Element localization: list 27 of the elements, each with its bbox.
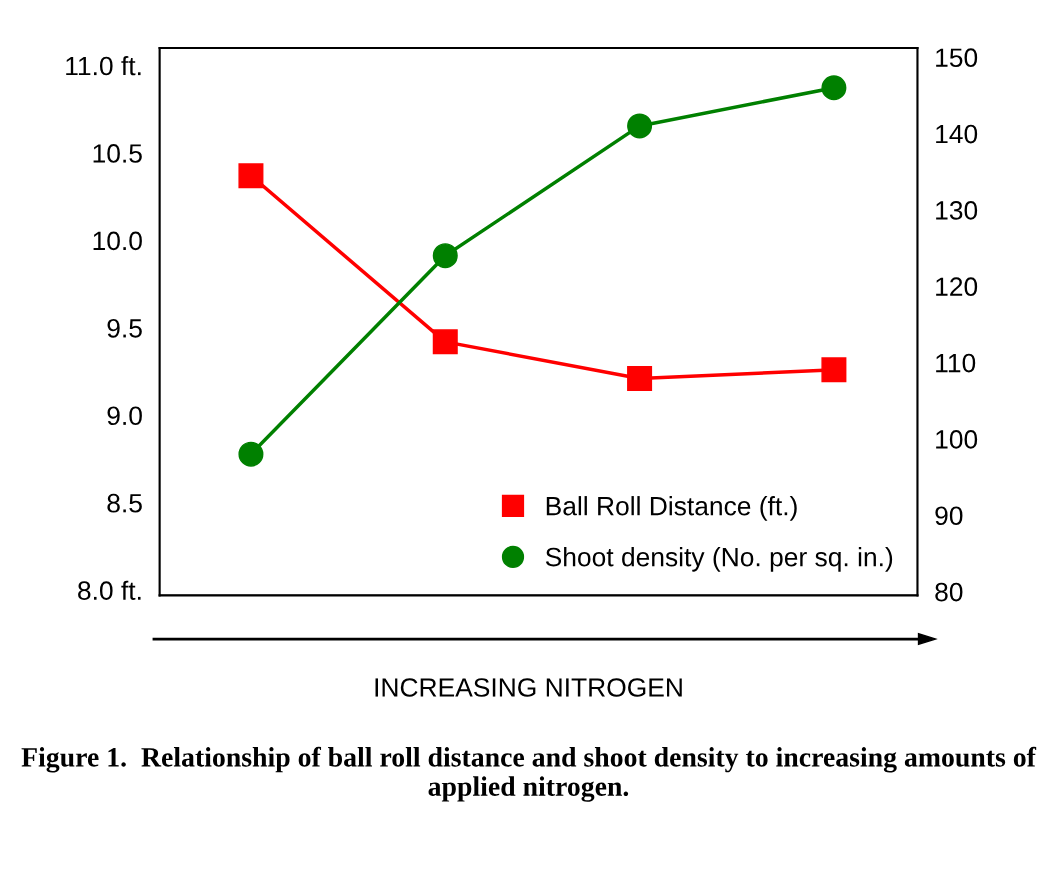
y2-tick-label: 140 xyxy=(936,124,978,144)
point xyxy=(821,75,847,101)
point xyxy=(627,113,653,139)
y-tick-label: 9.0 xyxy=(107,406,142,426)
point xyxy=(821,357,847,383)
legend-label: Ball Roll Distance (ft.) xyxy=(546,496,797,521)
y-tick-label: 8.5 xyxy=(107,493,142,513)
y-tick-label: 8.0 ft. xyxy=(78,580,141,600)
point xyxy=(432,329,458,355)
y-tick-label: 11.0 ft. xyxy=(66,56,141,76)
y2-tick-label: 100 xyxy=(936,430,978,449)
y-tick-label: 10.0 xyxy=(93,231,142,251)
y2-tick-label: 130 xyxy=(936,201,978,220)
y2-tick-label: 90 xyxy=(935,506,963,526)
y2-tick-label: 120 xyxy=(936,277,978,297)
x-axis-title: INCREASING NITROGEN xyxy=(375,678,682,697)
caption: Figure 1. Relationship of ball roll distance and shoot density to increasing amounts of applied nitrogen. xyxy=(21,746,1037,802)
point xyxy=(238,441,264,467)
y2-tick-label: 80 xyxy=(935,582,963,602)
point xyxy=(432,243,458,269)
legend-label: Shoot density (No. per sq. in.) xyxy=(545,547,893,572)
point xyxy=(238,163,264,189)
y-tick-label: 10.5 xyxy=(93,144,142,163)
point xyxy=(627,366,653,392)
y2-tick-label: 110 xyxy=(936,353,976,373)
y-tick-label: 9.5 xyxy=(107,318,142,338)
y2-tick-label: 150 xyxy=(936,48,978,68)
